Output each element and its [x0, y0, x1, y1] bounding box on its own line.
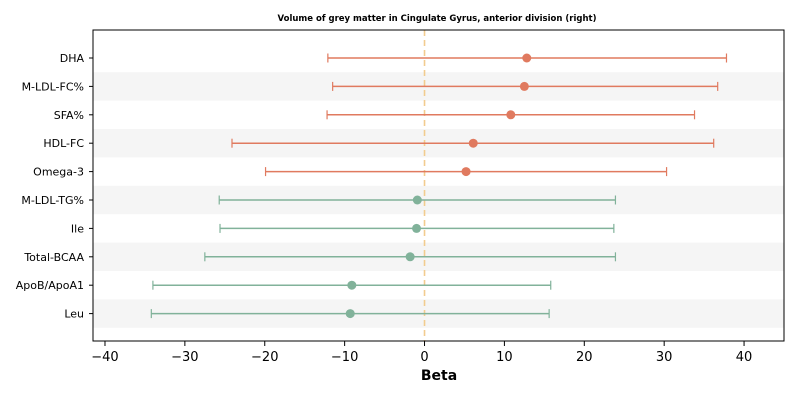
beta-point [412, 195, 422, 205]
x-tick-label: −30 [171, 350, 198, 365]
x-tick-label: −20 [251, 350, 278, 365]
x-tick-label: 10 [496, 350, 513, 365]
y-tick-label: Ile [71, 222, 84, 235]
x-tick-label: 20 [576, 350, 593, 365]
beta-point [405, 252, 415, 262]
beta-point [522, 53, 532, 63]
beta-point [461, 167, 471, 177]
y-tick-label: HDL-FC [43, 137, 84, 150]
x-tick-label: 0 [420, 350, 428, 365]
plot-frame [92, 29, 785, 342]
y-tick-label: DHA [60, 52, 85, 65]
beta-point [519, 81, 529, 91]
beta-point [412, 223, 422, 233]
x-tick-label: −10 [331, 350, 358, 365]
beta-point [347, 280, 357, 290]
y-tick-label: Leu [64, 308, 84, 321]
beta-point [345, 309, 355, 319]
chart-title: Volume of grey matter in Cingulate Gyrus… [278, 14, 597, 24]
y-axis: DHA M-LDL-FC% SFA% HDL-FC Omega-3 M-LDL-TG% Il… [16, 52, 93, 321]
y-tick-label: SFA% [54, 109, 84, 122]
chart-marks [150, 53, 728, 319]
y-tick-label: Total-BCAA [23, 251, 84, 264]
beta-point [506, 110, 516, 120]
x-tick-label: 30 [656, 350, 673, 365]
x-axis: −40 −30 −20 −10 0 10 20 30 40 [91, 341, 752, 365]
x-axis-label: Beta [421, 368, 457, 384]
y-tick-label: ApoB/ApoA1 [16, 279, 84, 292]
x-tick-label: −40 [91, 350, 118, 365]
y-tick-label: M-LDL-TG% [21, 194, 84, 207]
x-tick-label: 40 [736, 350, 753, 365]
y-tick-label: M-LDL-FC% [22, 80, 84, 93]
y-tick-label: Omega-3 [33, 166, 84, 179]
beta-point [468, 138, 478, 148]
